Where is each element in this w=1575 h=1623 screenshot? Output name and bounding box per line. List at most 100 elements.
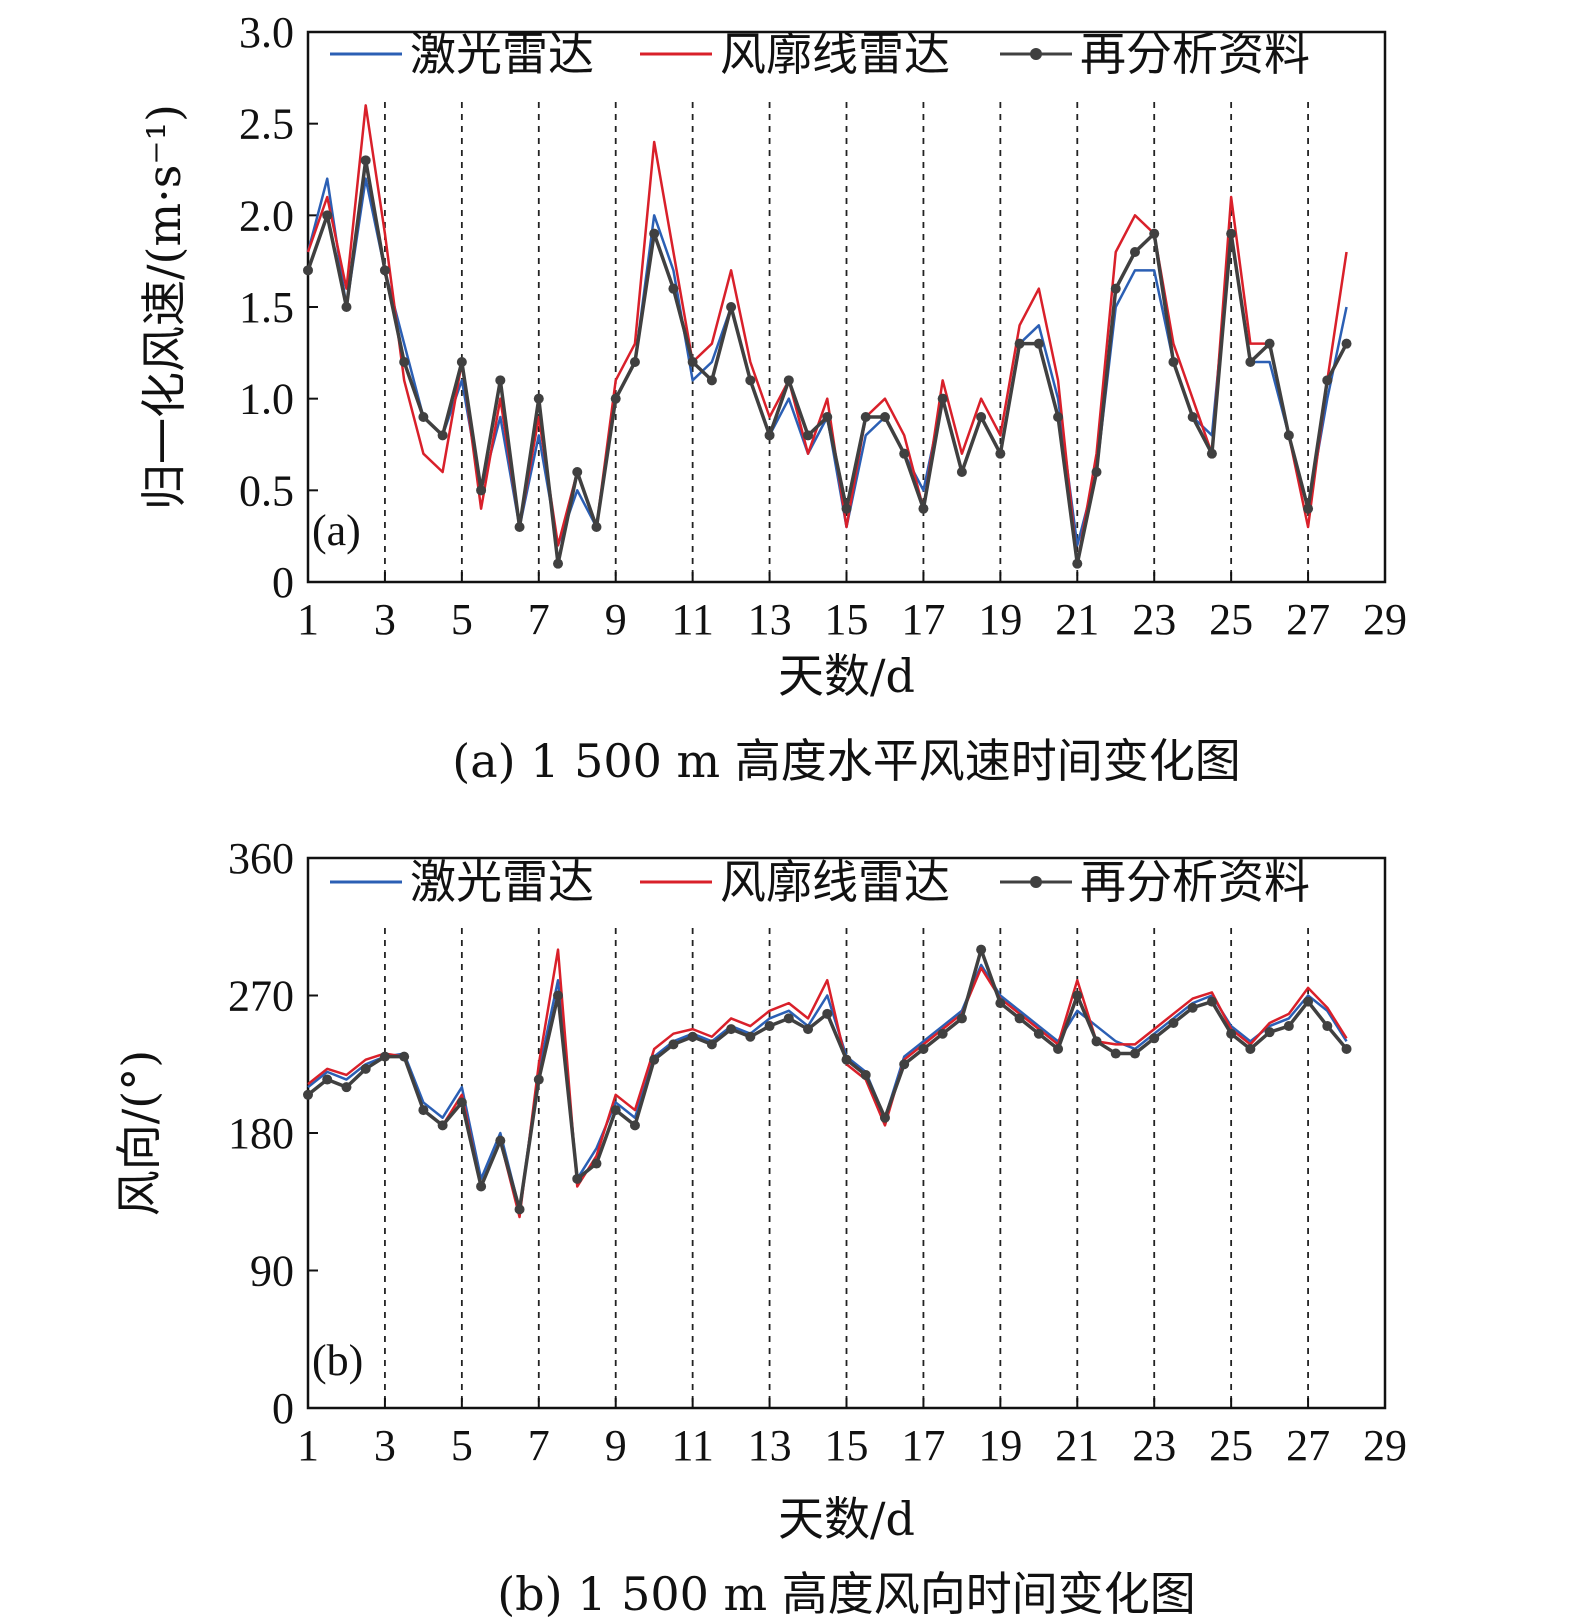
series-point (341, 1082, 352, 1093)
series-point (495, 1135, 506, 1146)
series-point (322, 210, 333, 221)
y-tick-label: 3.0 (239, 8, 294, 57)
x-tick-label: 21 (1055, 595, 1099, 644)
series-point (572, 1173, 583, 1184)
series-point (1264, 338, 1275, 349)
x-tick-label: 21 (1055, 1421, 1099, 1470)
series-point (629, 1120, 640, 1131)
series-point (1187, 412, 1198, 422)
series-point (1283, 430, 1294, 441)
series-point (649, 228, 660, 239)
series-point (456, 1097, 467, 1108)
series-point (745, 1031, 756, 1042)
legend-label: 激光雷达 (410, 27, 594, 81)
series-point (629, 357, 640, 367)
series-point (937, 393, 948, 404)
series-point (322, 1074, 333, 1085)
figure-caption: (a) 1 500 m 高度水平风速时间变化图 (452, 734, 1241, 788)
y-tick-label: 2.5 (239, 100, 294, 149)
x-tick-label: 11 (671, 1421, 713, 1470)
series-point (399, 1051, 410, 1062)
x-axis-label: 天数/d (778, 649, 915, 703)
x-tick-label: 13 (748, 595, 792, 644)
series-point (668, 283, 679, 294)
series-point (456, 357, 467, 367)
series-point (437, 1120, 448, 1131)
x-tick-label: 15 (825, 1421, 869, 1470)
series-point (591, 522, 602, 532)
series-point (1322, 1021, 1333, 1032)
series-point (995, 998, 1006, 1009)
series-point (1072, 990, 1083, 1001)
y-tick-label: 2.0 (239, 191, 294, 240)
y-tick-label: 270 (228, 972, 294, 1021)
y-axis-label: 风向/(°) (112, 1050, 166, 1216)
series-point (918, 1043, 929, 1054)
series-point (899, 1059, 910, 1070)
x-tick-label: 23 (1132, 595, 1176, 644)
series-point (803, 1024, 814, 1035)
series-point (1091, 1036, 1102, 1047)
series-point (1187, 1002, 1198, 1013)
x-tick-label: 11 (671, 595, 713, 644)
series-point (514, 522, 525, 532)
y-tick-label: 180 (228, 1109, 294, 1158)
series-point (1245, 1043, 1256, 1054)
series-point (995, 448, 1006, 459)
y-tick-label: 1.0 (239, 375, 294, 424)
series-point (514, 1204, 525, 1215)
series-point (1110, 283, 1121, 294)
x-tick-label: 1 (297, 595, 319, 644)
legend-label: 风廓线雷达 (720, 855, 950, 909)
series-point (341, 302, 352, 312)
x-tick-label: 5 (451, 1421, 473, 1470)
series-point (418, 1105, 429, 1116)
series-line-3 (306, 947, 1348, 1212)
series-point (476, 1181, 487, 1192)
series-point (379, 265, 390, 276)
series-point (841, 503, 852, 514)
series-point (937, 1028, 948, 1039)
figure-caption: (b) 1 500 m 高度风向时间变化图 (497, 1567, 1196, 1621)
series-point (1168, 1018, 1179, 1028)
x-tick-label: 29 (1363, 595, 1407, 644)
series-point (976, 944, 987, 955)
series-point (1264, 1027, 1275, 1038)
series-line-2 (307, 948, 1348, 1219)
series-point (572, 467, 583, 477)
series-point (1072, 558, 1083, 569)
x-tick-label: 23 (1132, 1421, 1176, 1470)
panel-label: (a) (312, 506, 361, 555)
series-point (1245, 357, 1256, 367)
series-point (764, 430, 775, 441)
series-point (918, 503, 929, 514)
legend-label: 再分析资料 (1080, 27, 1310, 81)
y-tick-label: 90 (250, 1247, 294, 1296)
series-point (822, 412, 833, 422)
x-tick-label: 27 (1286, 1421, 1330, 1470)
series-point (976, 412, 987, 422)
series-point (783, 375, 794, 386)
series-point (1053, 412, 1064, 422)
series-point (1303, 503, 1314, 514)
series-point (706, 1039, 717, 1050)
series-point (1341, 1043, 1352, 1054)
series-point (956, 467, 967, 477)
series-point (1168, 357, 1179, 367)
series-point (1149, 228, 1160, 239)
series-point (879, 1112, 890, 1123)
series-point (649, 1054, 660, 1065)
series-point (803, 430, 814, 441)
series-point (1206, 996, 1217, 1007)
series-point (553, 558, 564, 569)
series-point (860, 1069, 871, 1080)
series-point (1283, 1021, 1294, 1032)
series-point (1014, 1013, 1025, 1024)
series-point (1129, 1048, 1140, 1059)
series-point (841, 1054, 852, 1065)
series-point (476, 485, 487, 496)
series-point (783, 1013, 794, 1024)
chart-panel-a: 1 3 5 7 9 11 13 15 17 19 21 23 25 27 2900.51.01.52.02.… (137, 8, 1407, 788)
